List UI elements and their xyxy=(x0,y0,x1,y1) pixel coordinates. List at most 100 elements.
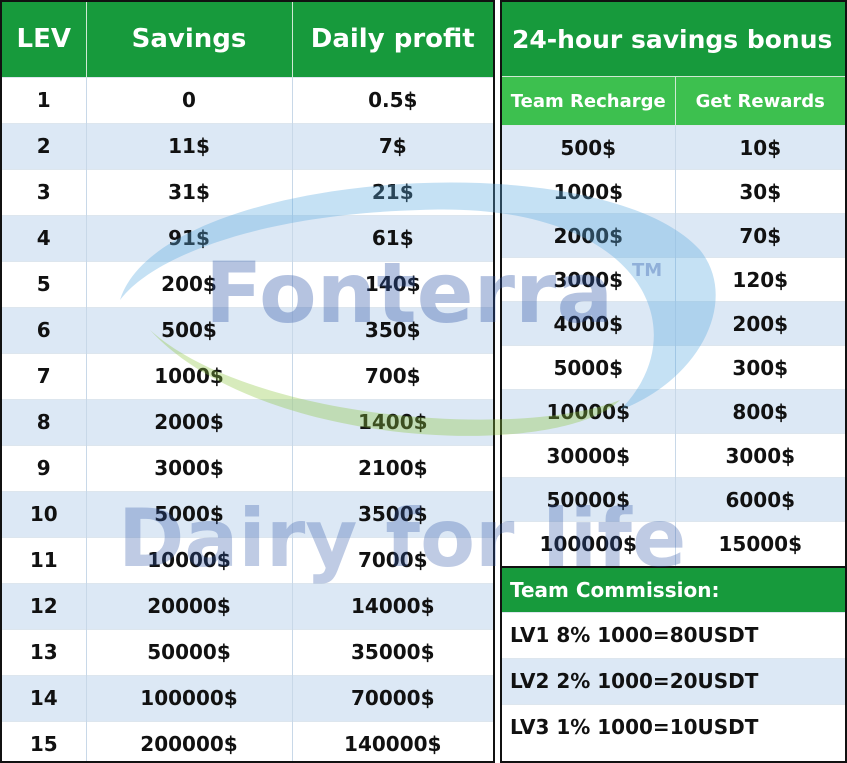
reward-cell: 300$ xyxy=(675,345,845,390)
bonus-row: 5000$ 300$ xyxy=(502,345,845,390)
savings-cell: 200000$ xyxy=(86,720,293,761)
bonus-row: 100000$ 15000$ xyxy=(502,521,845,566)
level-row: 12 20000$ 14000$ xyxy=(2,582,493,629)
level-row: 3 31$ 21$ xyxy=(2,168,493,215)
commission-title: Team Commission: xyxy=(502,565,845,612)
savings-cell: 31$ xyxy=(86,168,293,215)
level-cell: 6 xyxy=(2,306,87,353)
savings-cell: 200$ xyxy=(86,260,293,307)
savings-cell: 2000$ xyxy=(86,398,293,445)
commission-row: LV1 8% 1000=80USDT xyxy=(502,611,845,658)
daily-profit-cell: 140$ xyxy=(292,260,493,307)
level-row: 10 5000$ 3500$ xyxy=(2,490,493,537)
header-savings: Savings xyxy=(86,2,293,77)
header-get-rewards: Get Rewards xyxy=(675,77,845,126)
level-cell: 11 xyxy=(2,536,87,583)
level-row: 14 100000$ 70000$ xyxy=(2,674,493,721)
level-row: 11 10000$ 7000$ xyxy=(2,536,493,583)
daily-profit-cell: 140000$ xyxy=(292,720,493,761)
level-row: 9 3000$ 2100$ xyxy=(2,444,493,491)
savings-cell: 11$ xyxy=(86,122,293,169)
level-row: 2 11$ 7$ xyxy=(2,122,493,169)
bonus-row: 3000$ 120$ xyxy=(502,257,845,302)
bonus-row: 30000$ 3000$ xyxy=(502,433,845,478)
level-row: 4 91$ 61$ xyxy=(2,214,493,261)
level-cell: 2 xyxy=(2,122,87,169)
level-cell: 3 xyxy=(2,168,87,215)
daily-profit-cell: 70000$ xyxy=(292,674,493,721)
bonus-row: 500$ 10$ xyxy=(502,125,845,170)
commission-list: LV1 8% 1000=80USDT LV2 2% 1000=20USDT LV3 … xyxy=(502,611,845,750)
reward-cell: 15000$ xyxy=(675,521,845,566)
level-row: 7 1000$ 700$ xyxy=(2,352,493,399)
reward-cell: 70$ xyxy=(675,213,845,258)
header-lev: LEV xyxy=(2,2,87,77)
daily-profit-cell: 14000$ xyxy=(292,582,493,629)
commission-row: LV2 2% 1000=20USDT xyxy=(502,657,845,704)
header-team-recharge: Team Recharge xyxy=(502,77,676,126)
level-cell: 10 xyxy=(2,490,87,537)
level-cell: 14 xyxy=(2,674,87,721)
savings-cell: 20000$ xyxy=(86,582,293,629)
bonus-header-row: Team Recharge Get Rewards xyxy=(502,77,845,126)
bonus-title: 24-hour savings bonus xyxy=(502,2,845,77)
level-cell: 7 xyxy=(2,352,87,399)
levels-header-row: LEV Savings Daily profit xyxy=(2,2,493,77)
daily-profit-cell: 21$ xyxy=(292,168,493,215)
reward-cell: 30$ xyxy=(675,169,845,214)
daily-profit-cell: 3500$ xyxy=(292,490,493,537)
team-recharge-cell: 30000$ xyxy=(502,433,676,478)
level-row: 13 50000$ 35000$ xyxy=(2,628,493,675)
savings-cell: 3000$ xyxy=(86,444,293,491)
daily-profit-cell: 2100$ xyxy=(292,444,493,491)
header-daily-profit: Daily profit xyxy=(292,2,493,77)
bonus-row: 50000$ 6000$ xyxy=(502,477,845,522)
daily-profit-cell: 350$ xyxy=(292,306,493,353)
commission-row: LV3 1% 1000=10USDT xyxy=(502,703,845,750)
levels-panel: LEV Savings Daily profit 1 0 0.5$ 2 11$ 7$ 3 31… xyxy=(0,0,495,763)
level-cell: 5 xyxy=(2,260,87,307)
team-recharge-cell: 500$ xyxy=(502,125,676,170)
team-recharge-cell: 5000$ xyxy=(502,345,676,390)
savings-cell: 91$ xyxy=(86,214,293,261)
daily-profit-cell: 700$ xyxy=(292,352,493,399)
team-recharge-cell: 10000$ xyxy=(502,389,676,434)
level-cell: 8 xyxy=(2,398,87,445)
daily-profit-cell: 35000$ xyxy=(292,628,493,675)
reward-cell: 10$ xyxy=(675,125,845,170)
level-cell: 9 xyxy=(2,444,87,491)
reward-cell: 200$ xyxy=(675,301,845,346)
savings-cell: 1000$ xyxy=(86,352,293,399)
reward-cell: 800$ xyxy=(675,389,845,434)
level-row: 8 2000$ 1400$ xyxy=(2,398,493,445)
level-cell: 15 xyxy=(2,720,87,761)
level-row: 15 200000$ 140000$ xyxy=(2,720,493,761)
daily-profit-cell: 7$ xyxy=(292,122,493,169)
level-cell: 1 xyxy=(2,76,87,123)
team-recharge-cell: 4000$ xyxy=(502,301,676,346)
savings-cell: 500$ xyxy=(86,306,293,353)
daily-profit-cell: 7000$ xyxy=(292,536,493,583)
bonus-row: 2000$ 70$ xyxy=(502,213,845,258)
team-recharge-cell: 50000$ xyxy=(502,477,676,522)
bonus-row: 10000$ 800$ xyxy=(502,389,845,434)
savings-cell: 0 xyxy=(86,76,293,123)
bonus-table: Team Recharge Get Rewards 500$ 10$ 1000$ 30… xyxy=(502,77,845,566)
level-row: 1 0 0.5$ xyxy=(2,76,493,123)
reward-cell: 3000$ xyxy=(675,433,845,478)
reward-cell: 120$ xyxy=(675,257,845,302)
team-recharge-cell: 2000$ xyxy=(502,213,676,258)
savings-cell: 10000$ xyxy=(86,536,293,583)
levels-table: LEV Savings Daily profit 1 0 0.5$ 2 11$ 7$ 3 31… xyxy=(2,2,493,761)
level-row: 5 200$ 140$ xyxy=(2,260,493,307)
bonus-panel: 24-hour savings bonus Team Recharge Get … xyxy=(500,0,847,763)
level-cell: 12 xyxy=(2,582,87,629)
daily-profit-cell: 1400$ xyxy=(292,398,493,445)
level-cell: 4 xyxy=(2,214,87,261)
reward-cell: 6000$ xyxy=(675,477,845,522)
bonus-row: 1000$ 30$ xyxy=(502,169,845,214)
daily-profit-cell: 0.5$ xyxy=(292,76,493,123)
savings-cell: 100000$ xyxy=(86,674,293,721)
level-cell: 13 xyxy=(2,628,87,675)
daily-profit-cell: 61$ xyxy=(292,214,493,261)
